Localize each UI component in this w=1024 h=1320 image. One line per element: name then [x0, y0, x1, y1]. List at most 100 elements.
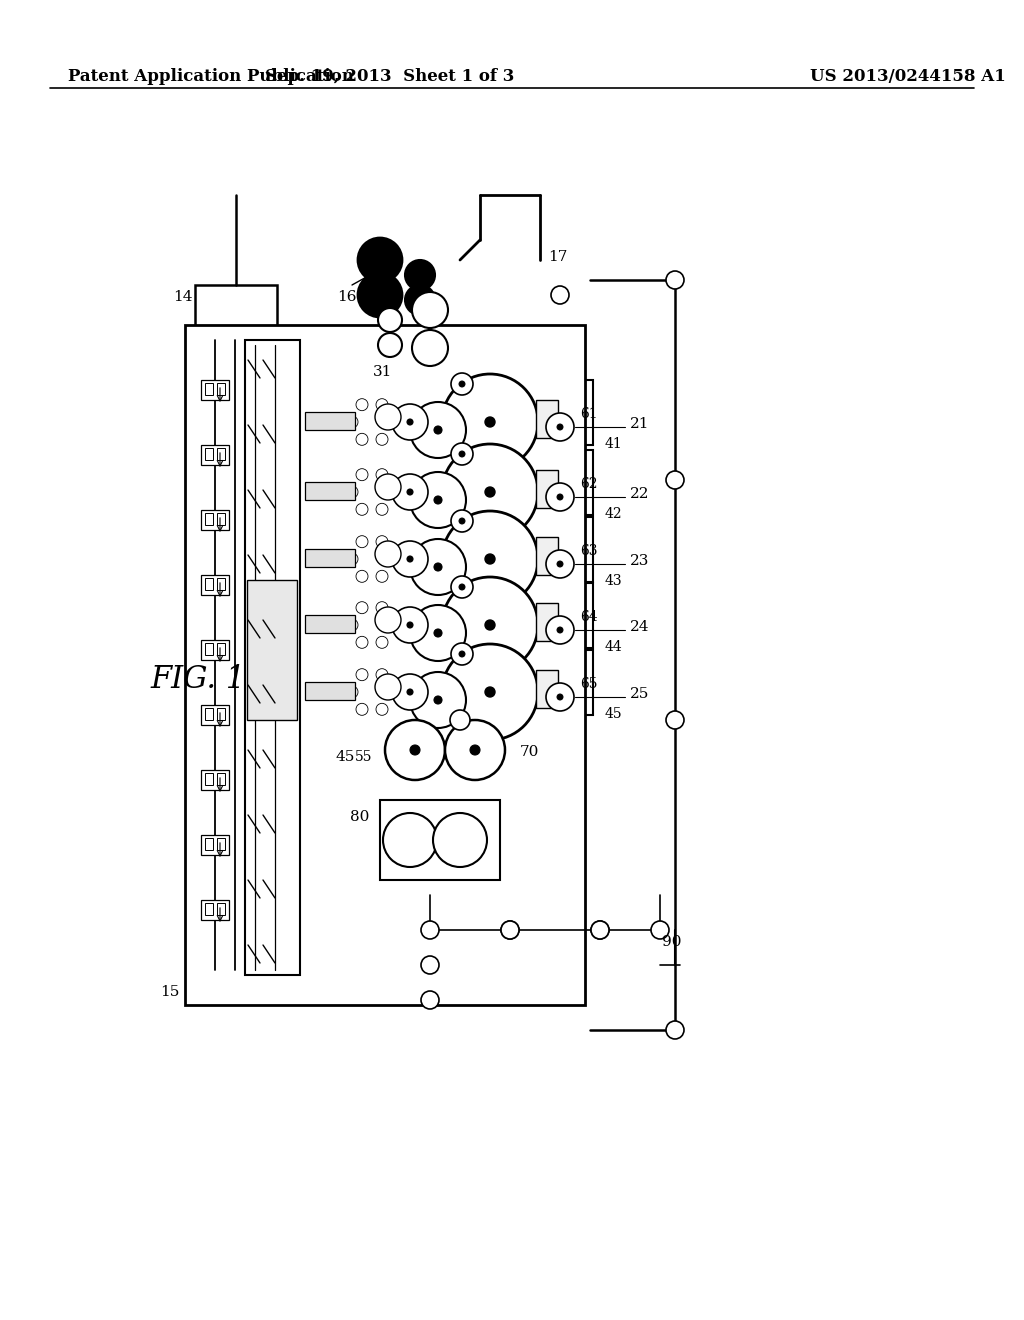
Circle shape — [666, 711, 684, 729]
Text: US 2013/0244158 A1: US 2013/0244158 A1 — [810, 69, 1006, 84]
Circle shape — [356, 570, 368, 582]
Text: 62: 62 — [580, 477, 597, 491]
Bar — [305, 482, 355, 500]
Text: FIG. 1: FIG. 1 — [150, 664, 246, 696]
Circle shape — [392, 607, 428, 643]
Circle shape — [356, 433, 368, 445]
Circle shape — [383, 813, 437, 867]
Bar — [201, 380, 229, 400]
Text: 45: 45 — [335, 750, 354, 764]
Circle shape — [410, 744, 420, 755]
Bar — [305, 615, 355, 634]
Circle shape — [451, 374, 473, 395]
Text: 42: 42 — [605, 507, 623, 521]
Circle shape — [451, 510, 473, 532]
Circle shape — [356, 469, 368, 480]
Circle shape — [378, 333, 402, 356]
Bar — [201, 510, 229, 531]
Circle shape — [546, 483, 574, 511]
Circle shape — [392, 404, 428, 440]
Bar — [217, 838, 225, 850]
Bar — [536, 671, 558, 708]
Text: 31: 31 — [373, 366, 392, 379]
Bar — [201, 770, 229, 789]
Circle shape — [470, 744, 480, 755]
Text: 63: 63 — [580, 544, 597, 558]
Circle shape — [450, 710, 470, 730]
Bar — [300, 380, 593, 445]
Circle shape — [346, 619, 358, 631]
Circle shape — [376, 602, 388, 614]
Bar — [201, 705, 229, 725]
Circle shape — [546, 550, 574, 578]
Text: 24: 24 — [630, 620, 649, 634]
Circle shape — [434, 696, 442, 704]
Bar — [305, 412, 355, 430]
Circle shape — [434, 630, 442, 638]
Circle shape — [356, 503, 368, 515]
Circle shape — [557, 694, 563, 700]
Circle shape — [591, 921, 609, 939]
Circle shape — [451, 643, 473, 665]
Text: 80: 80 — [350, 810, 370, 824]
Circle shape — [356, 636, 368, 648]
Circle shape — [410, 605, 466, 661]
Circle shape — [485, 487, 495, 498]
Circle shape — [376, 469, 388, 480]
Circle shape — [546, 682, 574, 711]
Circle shape — [376, 399, 388, 411]
Text: 17: 17 — [548, 249, 567, 264]
Bar — [300, 583, 593, 648]
Circle shape — [375, 675, 401, 700]
Circle shape — [434, 564, 442, 572]
Bar — [205, 708, 213, 719]
Circle shape — [386, 486, 398, 498]
Circle shape — [412, 292, 449, 327]
Circle shape — [442, 644, 538, 741]
Circle shape — [375, 607, 401, 634]
Circle shape — [358, 273, 402, 317]
Bar — [536, 400, 558, 438]
Circle shape — [406, 285, 435, 315]
Bar — [205, 838, 213, 850]
Circle shape — [557, 424, 563, 430]
Text: 43: 43 — [605, 574, 623, 587]
Bar — [205, 578, 213, 590]
Circle shape — [392, 541, 428, 577]
Circle shape — [651, 921, 669, 939]
Bar — [201, 900, 229, 920]
Circle shape — [410, 672, 466, 729]
Circle shape — [356, 704, 368, 715]
Circle shape — [392, 474, 428, 510]
Bar — [536, 537, 558, 576]
Circle shape — [375, 541, 401, 568]
Bar — [195, 285, 278, 356]
Circle shape — [356, 602, 368, 614]
Circle shape — [386, 686, 398, 698]
Text: 65: 65 — [580, 677, 597, 690]
Bar — [305, 549, 355, 568]
Text: 23: 23 — [630, 554, 649, 568]
Circle shape — [407, 418, 413, 425]
Bar — [205, 643, 213, 655]
Circle shape — [451, 444, 473, 465]
Circle shape — [546, 413, 574, 441]
Bar — [217, 578, 225, 590]
Circle shape — [434, 496, 442, 504]
Circle shape — [356, 669, 368, 681]
Circle shape — [557, 561, 563, 568]
Circle shape — [375, 404, 401, 430]
Bar — [247, 579, 297, 719]
Text: 16: 16 — [337, 290, 356, 304]
Circle shape — [485, 686, 495, 697]
Circle shape — [442, 577, 538, 673]
Bar — [205, 774, 213, 785]
Circle shape — [386, 416, 398, 428]
Circle shape — [410, 539, 466, 595]
Circle shape — [376, 636, 388, 648]
Circle shape — [375, 474, 401, 500]
Circle shape — [442, 374, 538, 470]
Circle shape — [376, 570, 388, 582]
Circle shape — [557, 494, 563, 500]
Circle shape — [459, 381, 465, 387]
